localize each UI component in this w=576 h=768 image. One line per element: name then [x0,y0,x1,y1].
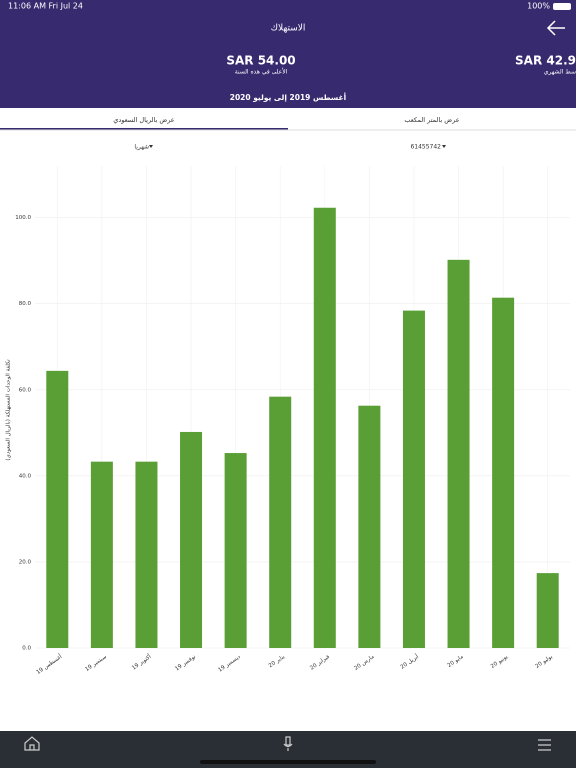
bar [224,453,247,648]
menu-icon[interactable] [538,739,551,751]
dropdown-arrow [149,145,153,148]
filter-period[interactable]: شهريا [134,144,149,151]
card-caption: الأعلى في هذه السنة [235,68,288,76]
x-tick-label: أبريل 20 [399,652,421,671]
x-tick-label: يناير 20 [268,654,287,670]
bar [46,370,69,648]
y-tick-label: 60.0 [19,387,32,393]
bar [358,405,381,648]
x-tick-label: يوليو 20 [534,654,554,670]
back-button[interactable] [546,20,565,36]
bar [135,461,158,648]
status-battery: 100% [527,2,550,11]
header-title: الاستهلاك [271,24,306,34]
y-axis-label: تكلفة الوحدات المستهلكة (بالريال السعودي… [5,359,12,461]
home-icon[interactable] [24,736,40,751]
card-caption: سط الشهري [544,69,576,76]
x-tick-label: أغسطس 19 [34,652,63,676]
dropdown-arrow [442,145,446,148]
x-tick-label: سبتمبر 19 [84,654,108,673]
bar [180,431,203,648]
bar [536,573,559,648]
x-tick-label: يونيو 20 [490,654,510,670]
x-tick-label: مارس 20 [353,654,375,672]
card-value: SAR 54.00 [226,54,295,68]
y-tick-label: 40.0 [19,473,32,479]
x-tick-label: نوفمبر 19 [174,654,197,673]
bar [90,461,113,648]
x-tick-label: فبراير 20 [309,654,331,672]
tab-active[interactable]: عرض بالريال السعودي [113,116,175,124]
mic-icon[interactable] [283,736,293,751]
card-value: SAR 42.9 [515,54,576,68]
x-tick-label: مايو 20 [447,654,465,669]
status-time: 11:06 AM Fri Jul 24 [8,2,83,11]
bar [447,259,470,648]
header-bg [0,0,576,108]
x-tick-label: ديسمبر 19 [217,654,242,674]
bar [402,310,425,648]
bar [492,297,515,648]
period: أغسطس 2019 إلى يوليو 2020 [230,92,347,102]
y-tick-label: 100.0 [15,215,31,221]
y-tick-label: 20.0 [19,559,32,565]
y-tick-label: 80.0 [19,301,32,307]
filter-account[interactable]: 61455742 [410,144,441,151]
home-indicator [200,760,376,764]
y-tick-label: 0.0 [22,646,31,652]
bar [269,396,292,648]
battery-icon [553,3,571,10]
tab[interactable]: عرض بالمتر المكعب [404,116,459,124]
x-tick-label: أكتوبر 19 [130,652,153,671]
tab-indicator [0,128,288,130]
bar [313,207,336,649]
